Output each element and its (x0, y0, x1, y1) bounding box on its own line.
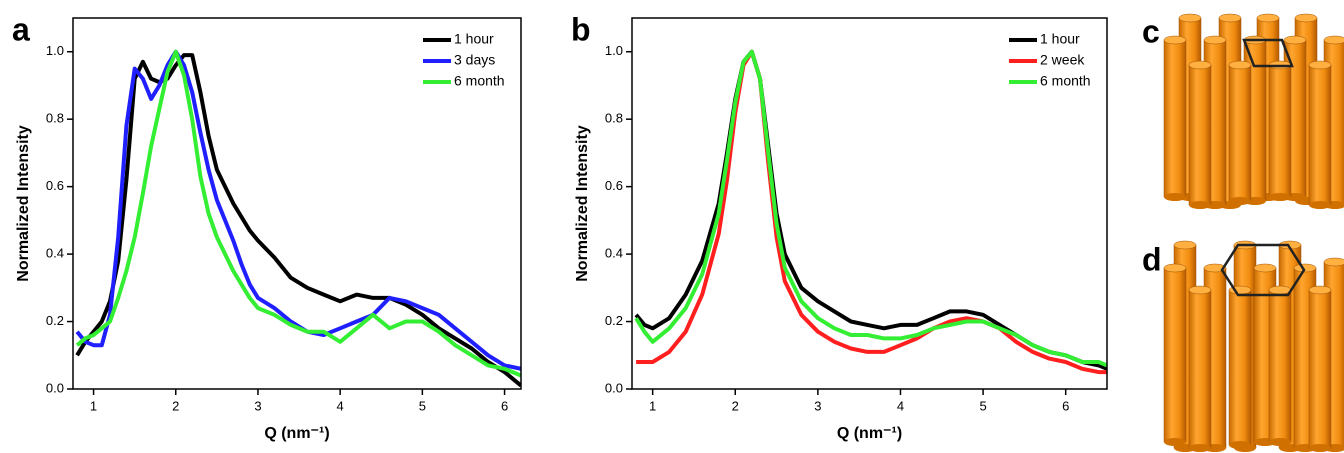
y-tick-label: 0.2 (605, 313, 623, 328)
cylinder-top (1323, 257, 1344, 267)
x-tick-label: 6 (501, 398, 508, 413)
cylinder-bottom (1189, 201, 1211, 209)
y-tick-label: 1.0 (46, 43, 64, 58)
cylinder (1268, 289, 1292, 443)
cylinder (1308, 64, 1332, 206)
cylinder-top (1256, 13, 1280, 23)
cylinder-bottom (1189, 444, 1211, 452)
series-line (75, 53, 521, 388)
cylinder-top (1293, 263, 1317, 273)
cylinder (1268, 64, 1292, 198)
cylinder-bottom (1164, 193, 1186, 201)
cylinder-top (1268, 285, 1292, 295)
x-tick-label: 5 (419, 398, 426, 413)
panel-label: a (12, 11, 30, 47)
cylinder-top (1283, 35, 1307, 45)
cylinder (1163, 39, 1187, 198)
cylinder-top (1218, 13, 1242, 23)
plot-frame (631, 17, 1108, 390)
series-line (634, 49, 1107, 371)
cylinder-bottom (1309, 201, 1331, 209)
y-tick-label: 0.8 (46, 111, 64, 126)
cylinder-bottom (1309, 444, 1331, 452)
cylinder (1188, 64, 1212, 206)
y-tick-label: 1.0 (605, 43, 623, 58)
cylinder-top (1173, 240, 1197, 250)
series-line (634, 49, 1107, 368)
legend-label: 1 hour (1040, 31, 1080, 47)
plot-frame (72, 17, 522, 390)
cylinder-top (1294, 13, 1318, 23)
panel-label: c (1142, 13, 1160, 49)
x-axis-title: Q (nm⁻¹) (837, 425, 902, 442)
legend-label: 6 month (1040, 73, 1091, 89)
y-tick-label: 0.8 (605, 111, 623, 126)
cylinder-bottom (1229, 441, 1251, 449)
cylinder-top (1163, 263, 1187, 273)
x-tick-label: 2 (732, 398, 739, 413)
cylinder-top (1308, 60, 1332, 70)
legend-label: 3 days (454, 52, 495, 68)
legend-label: 6 month (454, 73, 505, 89)
cylinder-bottom (1164, 438, 1186, 446)
y-tick-label: 0.4 (605, 246, 623, 261)
x-tick-label: 2 (172, 398, 179, 413)
panel-label: d (1142, 241, 1162, 277)
chart: a Normalized Intensity Q (nm⁻¹) 1 2 3 4 5 6 0.0 0.… (12, 11, 522, 442)
cylinder-top (1188, 60, 1212, 70)
cylinder-bottom (1269, 438, 1291, 446)
x-tick-label: 1 (649, 398, 656, 413)
series-line (75, 49, 521, 371)
y-axis-title: Normalized Intensity (15, 125, 32, 282)
series-line (636, 49, 1107, 375)
panel-label: b (571, 11, 591, 47)
cylinder (1228, 64, 1252, 202)
cylinder-top (1203, 263, 1227, 273)
x-tick-label: 3 (254, 398, 261, 413)
cylinder-top (1163, 35, 1187, 45)
x-tick-label: 4 (897, 398, 904, 413)
y-tick-label: 0.0 (605, 380, 623, 395)
x-tick-label: 5 (979, 398, 986, 413)
chart: b Normalized Intensity Q (nm⁻¹) 1 2 3 4 5 6 0.0 0.… (571, 11, 1108, 442)
cylinder-top (1253, 263, 1277, 273)
cylinder-top (1203, 35, 1227, 45)
cylinder (1308, 289, 1332, 449)
cylinder (1188, 289, 1212, 449)
legend-label: 1 hour (454, 31, 494, 47)
y-tick-label: 0.0 (46, 380, 64, 395)
y-tick-label: 0.2 (46, 313, 64, 328)
x-tick-label: 4 (337, 398, 344, 413)
x-axis-title: Q (nm⁻¹) (264, 425, 329, 442)
y-axis-title: Normalized Intensity (574, 125, 591, 282)
legend-label: 2 week (1040, 52, 1085, 68)
cylinder-top (1323, 35, 1344, 45)
unit-cell (1242, 38, 1294, 68)
x-tick-label: 3 (814, 398, 821, 413)
cylinder-top (1228, 60, 1252, 70)
y-tick-label: 0.6 (605, 178, 623, 193)
cylinder-top (1308, 285, 1332, 295)
x-tick-label: 6 (1062, 398, 1069, 413)
cylinder-bottom (1269, 193, 1291, 201)
illustrations (1163, 13, 1344, 452)
cylinder-top (1188, 285, 1212, 295)
cylinder (1228, 289, 1252, 446)
unit-cell (1220, 243, 1306, 297)
cylinder-bottom (1229, 197, 1251, 205)
series-line (75, 49, 521, 378)
x-tick-label: 1 (90, 398, 97, 413)
y-tick-label: 0.4 (46, 246, 64, 261)
y-tick-label: 0.6 (46, 178, 64, 193)
cylinder-top (1178, 13, 1202, 23)
cylinder (1163, 267, 1187, 443)
